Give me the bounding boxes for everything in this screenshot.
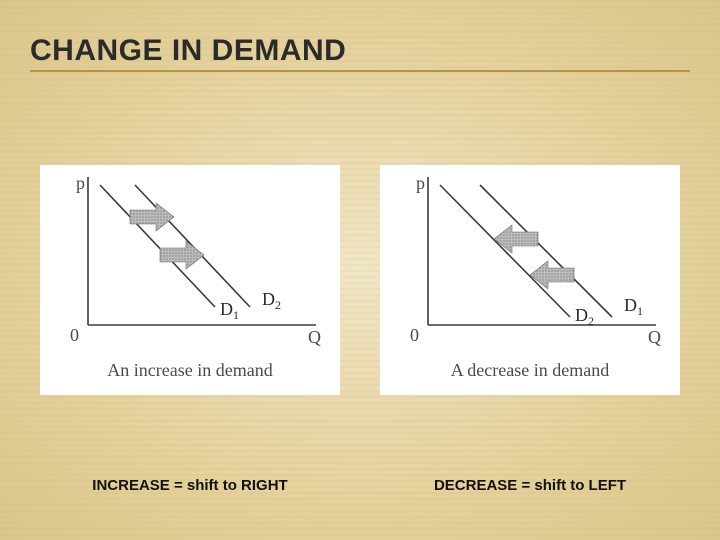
shift-arrow-icon xyxy=(160,241,204,269)
q-label: Q xyxy=(308,327,321,347)
chart-increase: p Q 0 D1 D2 An increase in demand xyxy=(40,165,340,395)
shift-arrow-icon xyxy=(494,225,538,253)
curve-d2-label: D2 xyxy=(262,289,281,312)
shift-arrow-icon xyxy=(530,261,574,289)
footer-increase: INCREASE = shift to RIGHT xyxy=(40,477,340,494)
curve-d1 xyxy=(100,185,215,307)
title-bar: CHANGE IN DEMAND xyxy=(30,34,690,72)
chart-decrease: p Q 0 D2 D1 A decrease in demand xyxy=(380,165,680,395)
slide-title: CHANGE IN DEMAND xyxy=(30,34,690,72)
curve-d1-label: D1 xyxy=(220,299,239,322)
curve-d1-label: D1 xyxy=(624,295,643,318)
origin-label: 0 xyxy=(70,325,79,345)
curve-d2-label: D2 xyxy=(575,305,594,328)
shift-arrow-icon xyxy=(130,203,174,231)
footer-decrease: DECREASE = shift to LEFT xyxy=(380,477,680,494)
origin-label: 0 xyxy=(410,325,419,345)
chart-decrease-caption: A decrease in demand xyxy=(380,360,680,381)
q-label: Q xyxy=(648,327,661,347)
curve-d2 xyxy=(440,185,570,317)
chart-increase-caption: An increase in demand xyxy=(40,360,340,381)
footer-row: INCREASE = shift to RIGHT DECREASE = shi… xyxy=(40,477,680,494)
p-label: p xyxy=(76,173,85,193)
p-label: p xyxy=(416,173,425,193)
curve-d1 xyxy=(480,185,612,317)
charts-row: p Q 0 D1 D2 An increase in demand xyxy=(40,165,680,395)
